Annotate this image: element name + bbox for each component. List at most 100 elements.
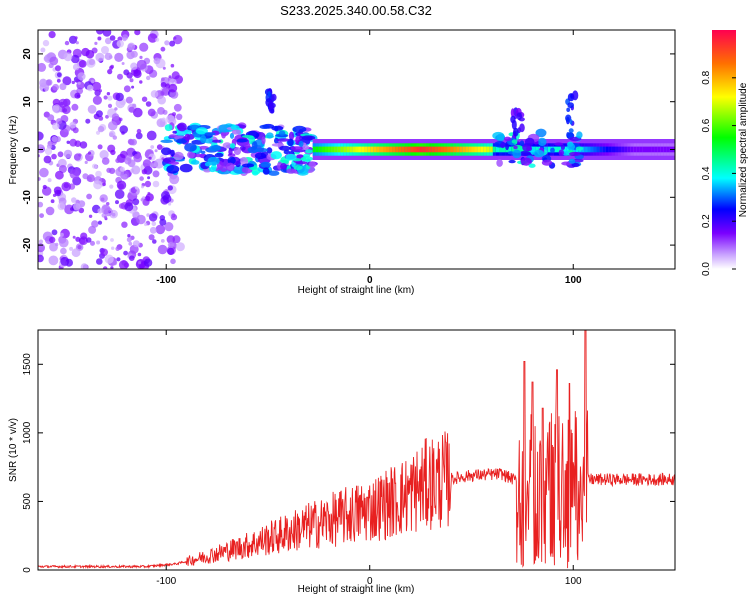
colorbar: 0.0 0.2 0.4 0.6 0.8 Normalized spectral ampl… [701, 30, 749, 276]
signal-blob [541, 159, 553, 166]
noise-blob [107, 103, 113, 108]
noise-blob [79, 141, 88, 149]
signal-blob [500, 142, 506, 149]
noise-blob [129, 255, 135, 261]
signal-blob [200, 150, 206, 154]
noise-blob [109, 35, 116, 41]
spike-blob [569, 119, 573, 125]
noise-blob [111, 212, 116, 217]
signal-blob [496, 159, 503, 167]
signal-blob [190, 160, 200, 165]
noise-blob [134, 30, 141, 36]
noise-blob [71, 197, 77, 203]
signal-blob [526, 145, 533, 152]
spike-blob [572, 90, 579, 101]
noise-blob [100, 248, 108, 257]
carrier-cell [465, 146, 469, 153]
carrier-cell [340, 146, 344, 153]
noise-blob [95, 130, 101, 135]
noise-blob [69, 121, 77, 129]
noise-blob [144, 222, 148, 227]
noise-blob [74, 92, 81, 99]
noise-blob [122, 37, 127, 42]
carrier-cell [608, 146, 613, 153]
noise-blob [102, 235, 108, 241]
noise-blob [52, 83, 59, 91]
carrier-cell [325, 146, 329, 153]
noise-blob [91, 81, 102, 92]
y-tick-label: 20 [22, 48, 33, 60]
carrier-cell [508, 146, 512, 153]
signal-blob [254, 152, 267, 160]
noise-blob [123, 250, 128, 256]
noise-blob [69, 169, 80, 180]
signal-blob [208, 145, 221, 152]
noise-blob [38, 144, 45, 154]
noise-blob [168, 75, 172, 79]
region-spike [264, 88, 277, 114]
carrier-cell [404, 146, 408, 153]
noise-blob [74, 140, 82, 147]
noise-blob [70, 54, 80, 64]
noise-blob [154, 158, 164, 169]
signal-blob [245, 142, 251, 148]
signal-blob [164, 124, 173, 132]
noise-blob [56, 78, 61, 83]
signal-blob [292, 125, 307, 133]
noise-blob [97, 125, 105, 133]
noise-blob [114, 52, 124, 63]
noise-blob [46, 143, 53, 150]
carrier-cell [590, 146, 594, 153]
noise-blob [38, 177, 41, 181]
noise-blob [64, 40, 70, 46]
signal-blob [519, 150, 531, 156]
carrier-cell [593, 146, 598, 153]
carrier-cell [636, 146, 640, 153]
signal-blob [212, 139, 222, 143]
noise-blob [171, 71, 180, 80]
region-carrier [312, 128, 675, 169]
carrier-cell [553, 146, 558, 153]
noise-blob [73, 202, 81, 211]
noise-blob [101, 46, 109, 54]
noise-blob [139, 80, 143, 84]
signal-blob [496, 133, 505, 141]
signal-blob [295, 161, 308, 165]
colorbar-tick-label: 0.0 [701, 262, 712, 276]
signal-blob [261, 136, 266, 145]
noise-blob [157, 244, 168, 255]
noise-blob [96, 240, 101, 245]
noise-blob [88, 59, 95, 66]
noise-blob [153, 57, 161, 65]
noise-blob [71, 103, 79, 111]
carrier-cell [343, 146, 347, 153]
signal-blob [227, 156, 236, 165]
carrier-cell [346, 146, 350, 153]
x-tick-label: 0 [367, 576, 373, 587]
signal-blob [554, 142, 564, 146]
noise-blob [160, 239, 165, 243]
noise-blob [86, 84, 94, 92]
noise-blob [61, 181, 71, 192]
noise-blob [145, 101, 152, 107]
noise-blob [133, 153, 143, 163]
noise-blob [124, 157, 132, 165]
noise-blob [139, 176, 144, 181]
signal-blob [259, 124, 270, 129]
noise-blob [148, 213, 158, 222]
signal-blob [251, 141, 258, 150]
carrier-cell [386, 146, 390, 153]
noise-blob [141, 169, 148, 175]
noise-blob [111, 246, 115, 250]
signal-blob [298, 140, 304, 147]
spike-blob [565, 114, 572, 122]
noise-blob [110, 149, 116, 156]
signal-blob [184, 143, 197, 152]
noise-blob [132, 103, 137, 108]
signal-blob [279, 145, 291, 151]
signal-blob [218, 124, 231, 133]
noise-blob [102, 182, 106, 187]
carrier-cell [618, 146, 622, 153]
signal-blob [260, 161, 272, 168]
carrier-cell [639, 146, 643, 153]
